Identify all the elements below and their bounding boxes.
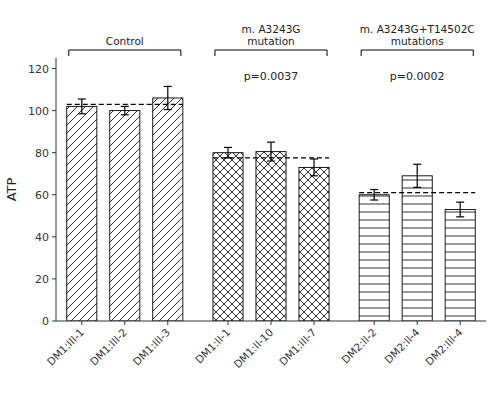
y-tick [52, 236, 56, 237]
x-tick [314, 321, 315, 325]
error-bar [370, 190, 378, 201]
error-bar [164, 86, 172, 109]
x-tick [271, 321, 272, 325]
x-tick [228, 321, 229, 325]
y-tick [52, 278, 56, 279]
x-tick [167, 321, 168, 325]
error-bar [121, 106, 129, 114]
y-tick [52, 152, 56, 153]
y-tick-label: 120 [28, 63, 49, 76]
error-bar [310, 159, 318, 176]
group-bracket [215, 50, 327, 56]
x-tick-label: DM2:II-2 [339, 326, 379, 366]
x-tick-label: DM2:III-4 [423, 326, 465, 368]
group-label: m. A3243G+T14502Cmutations [360, 23, 475, 48]
bar [256, 152, 286, 321]
x-tick-label: DM2:II-4 [382, 326, 422, 366]
y-tick [52, 321, 56, 322]
bar [445, 209, 475, 321]
x-tick-label: DM1:II-1 [193, 326, 233, 366]
bar [153, 98, 183, 321]
y-tick [52, 194, 56, 195]
bar [402, 176, 432, 321]
x-tick-label: DM1:II-10 [231, 326, 275, 370]
bar [67, 106, 97, 321]
plot-area [67, 86, 476, 321]
group-bracket [69, 50, 181, 56]
error-bar [413, 164, 421, 187]
y-tick-label: 0 [42, 315, 49, 328]
x-tick-label: DM1:III-3 [130, 326, 172, 368]
chart: Control m. A3243Gmutation p=0.0037 m. A3243… [0, 0, 500, 399]
group-label: m. A3243Gmutation [242, 23, 301, 48]
y-axis-line [56, 58, 57, 321]
y-tick-label: 100 [28, 105, 49, 118]
y-tick [52, 110, 56, 111]
y-tick-label: 80 [35, 147, 49, 160]
p-value: p=0.0002 [390, 70, 445, 83]
x-tick [417, 321, 418, 325]
x-tick [124, 321, 125, 325]
mean-line [213, 157, 329, 158]
x-tick-label: DM1:III-1 [44, 326, 86, 368]
group-label: Control [106, 35, 144, 47]
y-tick-label: 40 [35, 231, 49, 244]
y-tick-label: 60 [35, 189, 49, 202]
bar [299, 167, 329, 321]
y-tick-label: 20 [35, 273, 49, 286]
x-tick [81, 321, 82, 325]
y-axis-label: ATP [4, 178, 19, 202]
x-tick [460, 321, 461, 325]
error-bar [456, 202, 464, 217]
group-bracket [361, 50, 473, 56]
error-bar [78, 99, 86, 114]
y-tick [52, 68, 56, 69]
bar [359, 195, 389, 321]
x-tick-label: DM1:III-7 [277, 326, 319, 368]
x-tick [374, 321, 375, 325]
bar [213, 153, 243, 321]
bar [110, 111, 140, 321]
x-tick-label: DM1:III-2 [87, 326, 129, 368]
error-bar [224, 147, 232, 158]
mean-line [359, 192, 475, 193]
p-value: p=0.0037 [244, 70, 299, 83]
mean-line [67, 104, 183, 105]
